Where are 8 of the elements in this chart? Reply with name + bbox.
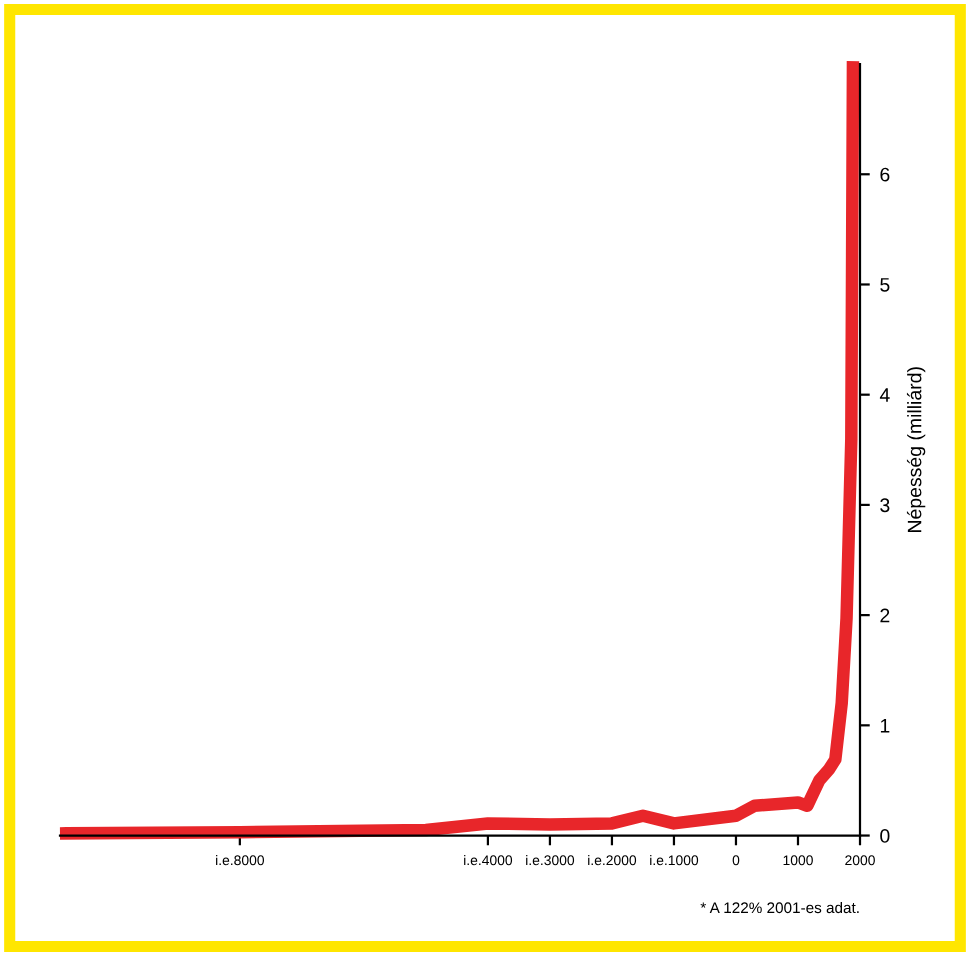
y-tick-label: 3 [880,498,890,513]
y-tick-label: 6 [880,167,890,182]
y-tick-label: 5 [880,278,890,292]
y-tick-label: 2 [880,608,890,623]
y-axis-title: Népesség (milliárd) [906,367,926,532]
y-tick-label: 4 [879,388,890,402]
y-tick-label: 1 [880,719,890,733]
y-tick-label: 0 [880,829,890,843]
